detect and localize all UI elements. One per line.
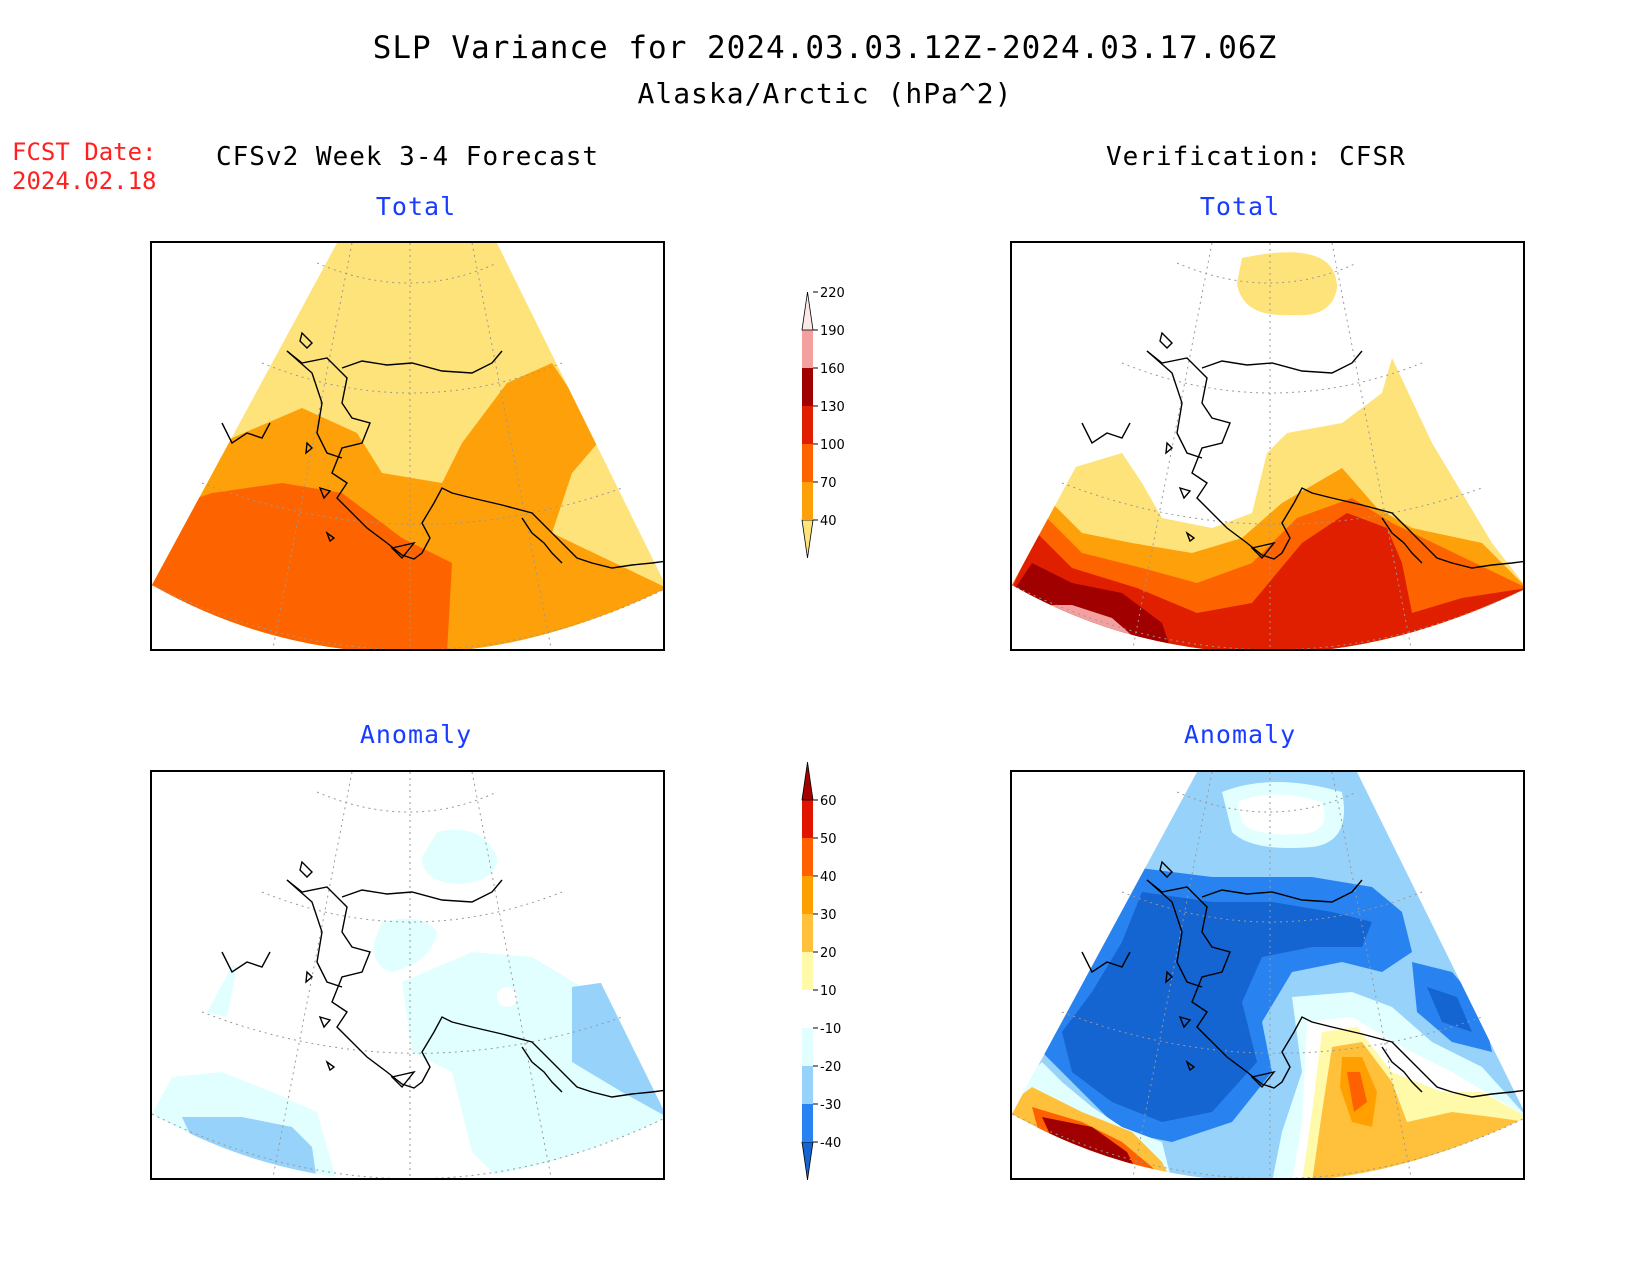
map-forecast-anomaly (150, 770, 665, 1180)
colorbar-bin (802, 1028, 813, 1066)
colorbar-tick-label: 190 (820, 324, 845, 339)
colorbar-bin (802, 952, 813, 990)
panel-title-forecast-total: Total (375, 192, 457, 221)
colorbar-tick-label: 10 (820, 984, 837, 999)
colorbar-tick-label: 220 (820, 286, 845, 301)
colorbar-tick-label: 50 (820, 832, 837, 847)
colorbar-bin (802, 838, 813, 876)
forecast-date-block: FCST Date: 2024.02.18 (12, 138, 157, 196)
colorbar-bin (802, 914, 813, 952)
verification-header: Verification: CFSR (1106, 142, 1406, 172)
colorbar-anomaly-svg: -40 -30 -20 -10 10 20 30 40 50 60 (801, 761, 841, 1181)
panel-title-verification-total: Total (1199, 192, 1281, 221)
colorbar-tick-label: -30 (820, 1098, 841, 1113)
colorbar-tick-label: -40 (820, 1136, 841, 1151)
main-subtitle: Alaska/Arctic (hPa^2) (637, 77, 1013, 110)
colorbar-tick-label: 130 (820, 400, 845, 415)
colorbar-total: 40 70 100 130 160 190 220 (790, 280, 860, 620)
panel-title-verification-anomaly: Anomaly (1183, 720, 1297, 749)
forecast-date-value: 2024.02.18 (12, 167, 157, 195)
map-forecast-anomaly-svg (152, 772, 663, 1178)
map-verification-total-svg (1012, 243, 1523, 649)
map-forecast-total (150, 241, 665, 651)
colorbar-anomaly: -40 -30 -20 -10 10 20 30 40 50 60 (790, 750, 860, 1190)
colorbar-tick-label: 30 (820, 908, 837, 923)
forecast-header: CFSv2 Week 3-4 Forecast (216, 142, 600, 172)
colorbar-bin (802, 990, 813, 1028)
colorbar-tick-label: 160 (820, 362, 845, 377)
colorbar-bin (802, 368, 813, 406)
panel-title-forecast-anomaly: Anomaly (359, 720, 473, 749)
colorbar-bin (801, 291, 814, 331)
colorbar-bin (802, 1104, 813, 1142)
map-forecast-total-svg (152, 243, 663, 649)
colorbar-tick-label: 20 (820, 946, 837, 961)
map-verification-anomaly (1010, 770, 1525, 1180)
map-verification-anomaly-svg (1012, 772, 1523, 1178)
forecast-date-label: FCST Date: (12, 138, 157, 166)
colorbar-bin (801, 1141, 814, 1181)
colorbar-bin (802, 876, 813, 914)
colorbar-tick-label: -20 (820, 1060, 841, 1075)
map-verification-total (1010, 241, 1525, 651)
colorbar-bin (801, 519, 814, 559)
colorbar-bin (802, 330, 813, 368)
colorbar-bin (802, 444, 813, 482)
colorbar-tick-label: 40 (820, 514, 837, 529)
colorbar-tick-label: 70 (820, 476, 837, 491)
colorbar-bin (802, 800, 813, 838)
colorbar-bin (802, 1066, 813, 1104)
colorbar-tick-label: -10 (820, 1022, 841, 1037)
colorbar-bin (801, 761, 814, 801)
colorbar-total-svg: 40 70 100 130 160 190 220 (801, 286, 845, 559)
colorbar-tick-label: 40 (820, 870, 837, 885)
colorbar-bin (802, 482, 813, 520)
colorbar-tick-label: 100 (820, 438, 845, 453)
colorbar-tick-label: 60 (820, 794, 837, 809)
main-title: SLP Variance for 2024.03.03.12Z-2024.03.… (372, 30, 1278, 66)
colorbar-bin (802, 406, 813, 444)
